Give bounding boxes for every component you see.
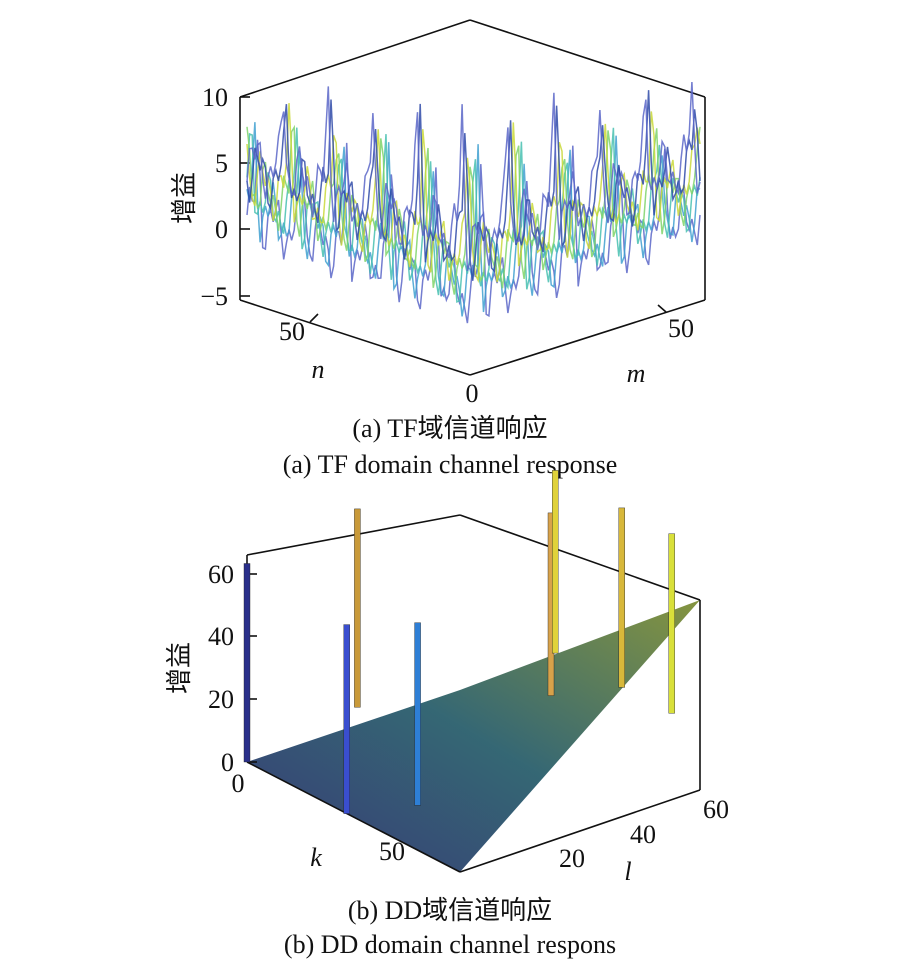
dd-spike-bar xyxy=(552,470,559,654)
tf-z-tick-0: 0 xyxy=(215,215,228,244)
tf-surface-line xyxy=(246,81,701,272)
dd-spike-bar xyxy=(618,507,625,688)
tf-origin-tick: 0 xyxy=(466,379,479,408)
tf-surface-line xyxy=(246,139,701,324)
dd-spike-bar xyxy=(243,563,251,763)
tf-surface-lines xyxy=(246,81,701,324)
tf-m-tick-50: 50 xyxy=(668,314,694,343)
dd-l-tick-20: 20 xyxy=(559,844,585,873)
dd-z-tick-40: 40 xyxy=(208,622,234,651)
dd-spike-bar xyxy=(668,533,675,714)
tf-m-axis-label: m xyxy=(627,359,646,388)
dd-z-tick-20: 20 xyxy=(208,685,234,714)
dd-k-axis-label: k xyxy=(310,843,322,872)
dd-gain-axis-label: 增益 xyxy=(165,642,194,694)
tf-z-tick-minus5: −5 xyxy=(200,282,228,311)
dd-spike-bar xyxy=(343,624,350,814)
dd-floor-plane xyxy=(247,600,700,872)
tf-axes-box xyxy=(239,19,706,376)
tf-n-tick-50: 50 xyxy=(279,317,305,346)
dd-bar3d-chart: 60 40 20 0 0 50 20 40 60 k l 增益 xyxy=(165,470,729,886)
dd-l-axis-label: l xyxy=(624,857,631,886)
tf-surface-chart: 10 5 0 −5 50 50 0 n m 增益 xyxy=(170,19,706,408)
dd-k-tick-0: 0 xyxy=(232,769,245,798)
dd-z-tick-0: 0 xyxy=(221,748,234,777)
dd-spike-bar xyxy=(354,508,361,708)
dd-spikes xyxy=(243,470,675,814)
caption-a-english: (a) TF domain channel response xyxy=(282,450,618,479)
caption-b-chinese: (b) DD域信道响应 xyxy=(347,896,553,925)
tf-surface-line xyxy=(246,124,701,295)
tf-surface-line xyxy=(246,122,701,317)
caption-b-english: (b) DD domain channel respons xyxy=(283,930,617,959)
caption-a-chinese: (a) TF域信道响应 xyxy=(352,414,548,443)
tf-gain-axis-label: 增益 xyxy=(170,172,199,224)
dd-spike-bar xyxy=(414,622,421,806)
tf-surface-line xyxy=(246,103,701,284)
tf-z-ticks xyxy=(240,96,667,323)
dd-k-tick-50: 50 xyxy=(379,837,405,866)
dd-l-tick-40: 40 xyxy=(630,820,656,849)
dd-z-tick-60: 60 xyxy=(208,560,234,589)
dd-l-tick-60: 60 xyxy=(703,795,729,824)
tf-n-axis-label: n xyxy=(312,355,325,384)
tf-z-tick-10: 10 xyxy=(202,83,228,112)
tf-z-tick-5: 5 xyxy=(215,149,228,178)
